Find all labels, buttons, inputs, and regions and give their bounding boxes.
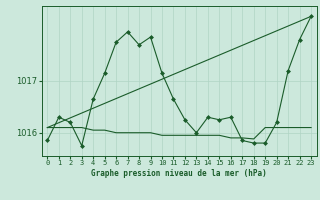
X-axis label: Graphe pression niveau de la mer (hPa): Graphe pression niveau de la mer (hPa)	[91, 169, 267, 178]
